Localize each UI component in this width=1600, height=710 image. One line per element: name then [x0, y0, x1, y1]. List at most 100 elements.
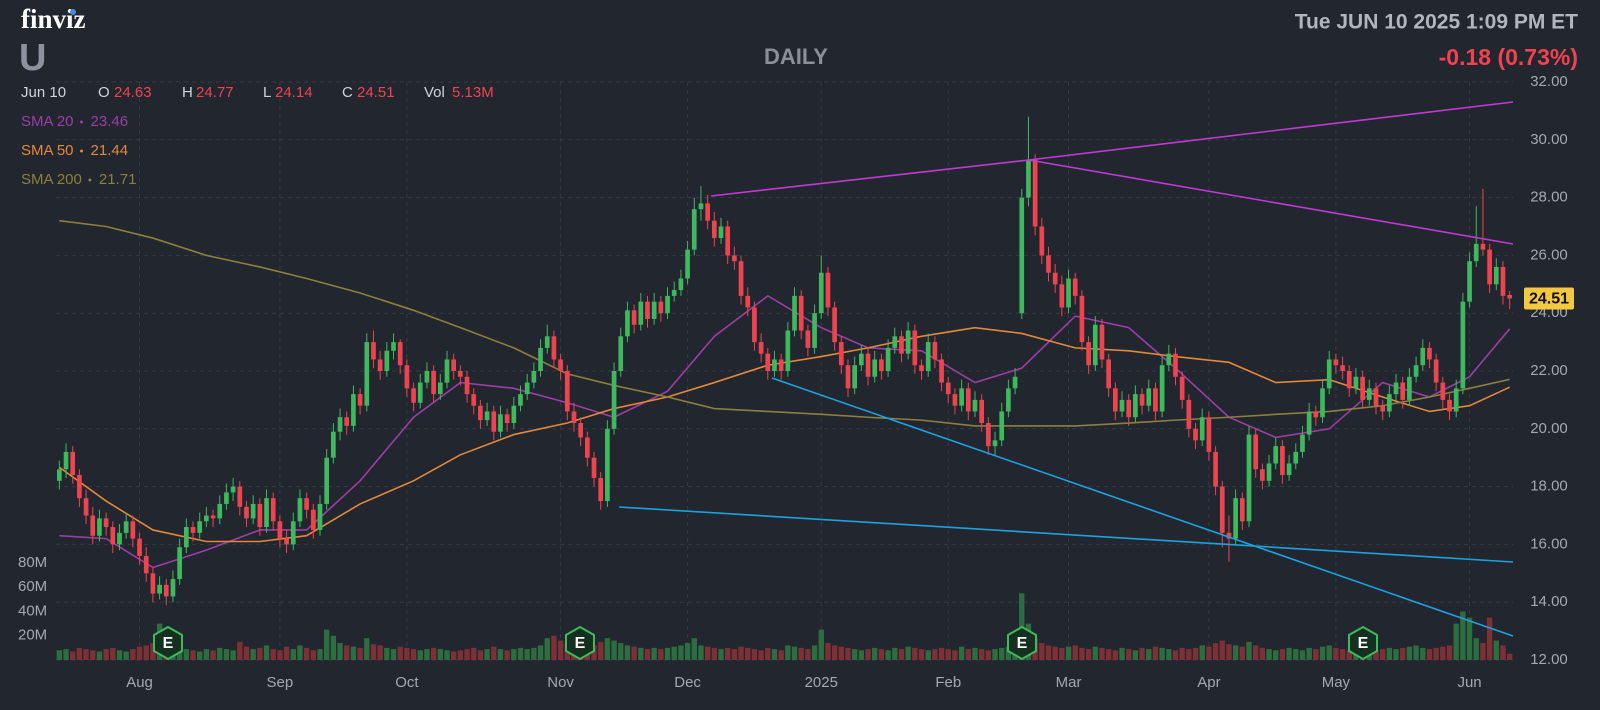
- volume-bar: [965, 649, 971, 660]
- candle-body: [959, 388, 964, 406]
- legend-value: 24.51: [357, 84, 395, 101]
- volume-bar: [1132, 650, 1139, 660]
- candle-body: [564, 371, 570, 412]
- volume-bar: [1105, 649, 1112, 660]
- candle-body: [1286, 463, 1292, 476]
- volume-tick-label: 80M: [18, 554, 47, 571]
- volume-bar: [110, 647, 116, 660]
- volume-bar: [1166, 649, 1172, 660]
- candle-body: [397, 342, 403, 366]
- candle-body: [377, 359, 383, 371]
- volume-bar: [464, 649, 470, 660]
- earnings-marker[interactable]: E: [1348, 625, 1378, 661]
- candle-body: [257, 503, 263, 528]
- volume-bar: [831, 645, 838, 660]
- legend-value: 21.44: [91, 142, 129, 159]
- candle-body: [304, 498, 309, 510]
- candle-body: [1186, 399, 1192, 429]
- volume-bar: [324, 629, 330, 660]
- candle-body: [845, 365, 851, 389]
- volume-bar: [992, 649, 998, 660]
- candle-body: [83, 498, 89, 516]
- candle-body: [137, 538, 142, 556]
- volume-bar: [1266, 649, 1272, 660]
- volume-bar: [878, 649, 885, 660]
- volume-bar: [1393, 649, 1399, 660]
- candle-body: [1153, 388, 1158, 412]
- candle-body: [598, 477, 604, 502]
- candle-body: [932, 342, 938, 360]
- candle-body: [1440, 382, 1446, 400]
- volume-bar: [183, 649, 190, 660]
- candle-body: [444, 359, 450, 383]
- volume-bar: [70, 651, 76, 660]
- candle-body: [143, 555, 149, 574]
- volume-bar: [698, 645, 704, 660]
- candle-body: [1119, 399, 1125, 412]
- candle-body: [183, 527, 189, 548]
- volume-bar: [1259, 647, 1266, 660]
- volume-bar: [424, 649, 430, 660]
- legend-separator: [80, 120, 84, 124]
- earnings-marker[interactable]: E: [565, 625, 595, 661]
- x-tick-label: Sep: [267, 674, 294, 691]
- trendlines: [618, 101, 1514, 637]
- volume-bar: [190, 650, 196, 660]
- volume-bar: [972, 647, 978, 660]
- trendline: [710, 159, 1030, 197]
- candle-body: [738, 261, 744, 296]
- volume-bar: [591, 645, 597, 660]
- volume-bar: [90, 650, 96, 660]
- volume-bar: [1192, 647, 1199, 660]
- candle-body: [1173, 353, 1178, 377]
- volume-bar: [664, 647, 671, 660]
- volume-bar: [684, 643, 691, 660]
- volume-bar: [1473, 638, 1479, 660]
- candle-body: [1099, 324, 1105, 360]
- volume-bar: [624, 645, 631, 660]
- volume-bar: [350, 646, 357, 660]
- candle-body: [1219, 486, 1225, 533]
- earnings-marker[interactable]: E: [153, 625, 183, 661]
- volume-bar: [1226, 644, 1232, 660]
- volume-bar: [658, 649, 664, 660]
- volume-bar: [63, 649, 69, 660]
- logo-dot: [70, 9, 76, 15]
- legend-key: H: [182, 84, 193, 101]
- volume-bar: [718, 649, 724, 660]
- candle-body: [1032, 160, 1038, 227]
- candle-body: [765, 353, 771, 371]
- candle-body: [1166, 353, 1172, 366]
- volume-bar: [303, 647, 310, 660]
- logo[interactable]: finviz: [21, 4, 86, 34]
- candle-layer: [57, 116, 1512, 606]
- candle-body: [945, 382, 951, 395]
- candle-body: [230, 486, 236, 493]
- candle-body: [531, 371, 537, 383]
- candle-body: [1326, 359, 1332, 389]
- candle-body: [97, 518, 102, 536]
- candle-body: [224, 492, 229, 504]
- volume-bar: [1279, 649, 1286, 660]
- candle-body: [130, 521, 136, 539]
- candle-body: [110, 527, 116, 545]
- earnings-marker[interactable]: E: [1007, 625, 1037, 661]
- candle-body: [798, 295, 804, 331]
- x-tick-label: Feb: [935, 674, 961, 691]
- volume-bar: [1119, 647, 1125, 660]
- trendline: [618, 506, 1514, 563]
- volume-bar: [1112, 650, 1119, 660]
- volume-bar: [257, 647, 263, 660]
- volume-bar: [450, 651, 457, 660]
- volume-bar: [76, 647, 83, 660]
- candle-body: [484, 411, 490, 421]
- legend-value: 5.13M: [452, 84, 494, 101]
- volume-bar: [1346, 650, 1352, 660]
- x-tick-label: 2025: [805, 674, 838, 691]
- volume-bar: [1206, 646, 1212, 660]
- volume-bar: [1379, 649, 1386, 660]
- volume-bar: [925, 650, 931, 660]
- candle-body: [872, 359, 878, 377]
- legend-entry: SMA 20: [21, 113, 74, 130]
- candle-body: [310, 509, 316, 530]
